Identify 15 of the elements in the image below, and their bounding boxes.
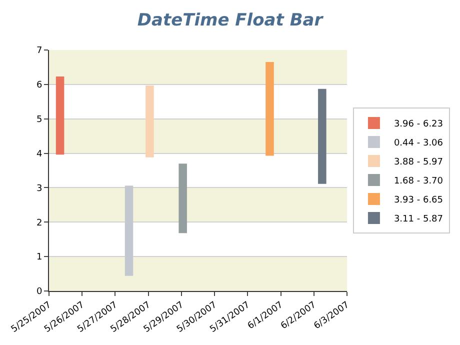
- y-tick-label: 1: [36, 252, 42, 263]
- legend-label: 3.11 - 5.87: [394, 214, 444, 225]
- y-tick-label: 5: [36, 115, 42, 126]
- y-tick-label: 4: [36, 149, 42, 160]
- y-tick-label: 7: [36, 46, 42, 56]
- y-tick-label: 6: [36, 80, 42, 91]
- legend-label: 1.68 - 3.70: [394, 176, 444, 187]
- legend-label: 3.96 - 6.23: [394, 120, 444, 130]
- chart-title: DateTime Float Bar: [137, 10, 324, 31]
- legend-label: 3.93 - 6.65: [394, 196, 444, 206]
- y-tick-label: 2: [36, 218, 42, 228]
- y-tick-label: 0: [36, 287, 42, 298]
- legend-label: 3.88 - 5.97: [394, 158, 444, 168]
- y-tick-label: 3: [36, 184, 42, 194]
- legend-label: 0.44 - 3.06: [394, 138, 444, 149]
